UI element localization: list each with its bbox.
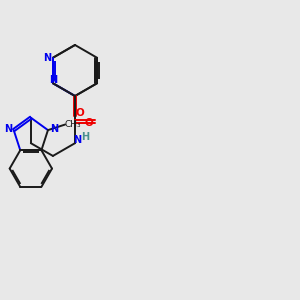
Text: CH₃: CH₃ — [64, 120, 81, 129]
Text: N: N — [49, 75, 57, 85]
Text: N: N — [44, 53, 52, 63]
Text: H: H — [81, 132, 90, 142]
Text: N: N — [73, 135, 82, 145]
Text: O: O — [85, 118, 94, 128]
Text: O: O — [75, 107, 84, 118]
Text: N: N — [50, 124, 58, 134]
Text: N: N — [4, 124, 12, 134]
